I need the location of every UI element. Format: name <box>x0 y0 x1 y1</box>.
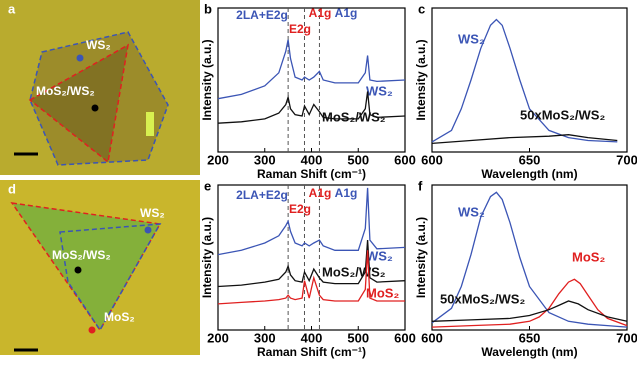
spectrum-line <box>217 91 406 124</box>
micrograph-d: d WS₂ MoS₂/WS₂ MoS₂ <box>0 180 200 355</box>
micrograph-a: a WS₂ MoS₂/WS₂ <box>0 0 200 175</box>
x-tick-label: 400 <box>301 330 323 345</box>
region-label: MoS₂/WS₂ <box>36 84 95 98</box>
x-axis-title: Raman Shift (cm⁻¹) <box>257 167 366 181</box>
series-label: WS₂ <box>458 31 485 46</box>
panel-label: e <box>204 178 211 193</box>
region-label: WS₂ <box>140 206 165 220</box>
x-tick-label: 200 <box>207 152 229 167</box>
series-label: MoS₂ <box>572 249 605 264</box>
x-tick-label: 400 <box>301 152 323 167</box>
x-tick-label: 600 <box>394 152 416 167</box>
peak-annotation: A1g <box>309 6 332 20</box>
series-label: MoS₂/WS₂ <box>322 109 386 124</box>
peak-annotation: E2g <box>289 202 311 216</box>
region-label: MoS₂ <box>104 310 135 324</box>
x-tick-label: 650 <box>519 152 541 167</box>
panel-label: d <box>8 181 16 196</box>
x-tick-label: 500 <box>347 330 369 345</box>
series-label: MoS₂ <box>366 285 399 300</box>
spectrum-line <box>431 300 628 322</box>
series-label: 50xMoS₂/WS₂ <box>440 291 525 306</box>
x-tick-label: 700 <box>616 152 637 167</box>
y-axis-title: Intensity (a.u.) <box>414 39 428 120</box>
x-axis-title: Wavelength (nm) <box>481 167 577 181</box>
y-axis-title: Intensity (a.u.) <box>414 217 428 298</box>
peak-annotation: 2LA+E2g <box>236 188 288 202</box>
x-tick-label: 600 <box>421 330 443 345</box>
peak-annotation: A1g <box>335 186 358 200</box>
panel-label: f <box>418 178 423 193</box>
panel-label: b <box>204 1 212 16</box>
peak-annotation: A1g <box>309 186 332 200</box>
spectrum-line <box>431 278 628 328</box>
spectrum-line <box>217 39 406 100</box>
panel-label: a <box>8 1 16 16</box>
x-tick-label: 600 <box>394 330 416 345</box>
spectrum-line <box>217 187 406 256</box>
spectrum-line <box>217 240 406 288</box>
series-label: 50xMoS₂/WS₂ <box>520 107 605 122</box>
spectrum-line <box>431 191 628 328</box>
spectrum-line <box>431 134 618 145</box>
panel-label: c <box>418 1 425 16</box>
x-axis-title: Raman Shift (cm⁻¹) <box>257 345 366 359</box>
peak-annotation: 2LA+E2g <box>236 8 288 22</box>
x-tick-label: 500 <box>347 152 369 167</box>
plot-frame <box>217 7 406 153</box>
y-axis-title: Intensity (a.u.) <box>200 39 214 120</box>
plot-frame <box>431 7 628 153</box>
peak-annotation: A1g <box>335 6 358 20</box>
x-tick-label: 300 <box>254 330 276 345</box>
spectrum-line <box>217 250 405 305</box>
peak-annotation: E2g <box>289 22 311 36</box>
x-tick-label: 200 <box>207 330 229 345</box>
region-label: WS₂ <box>86 38 111 52</box>
series-label: WS₂ <box>458 204 485 219</box>
region-label: MoS₂/WS₂ <box>52 248 111 262</box>
x-tick-label: 700 <box>616 330 637 345</box>
x-tick-label: 600 <box>421 152 443 167</box>
y-axis-title: Intensity (a.u.) <box>200 217 214 298</box>
x-axis-title: Wavelength (nm) <box>481 345 577 359</box>
series-label: WS₂ <box>366 248 393 263</box>
x-tick-label: 300 <box>254 152 276 167</box>
series-label: MoS₂/WS₂ <box>322 264 386 279</box>
series-label: WS₂ <box>366 83 393 98</box>
x-tick-label: 650 <box>519 330 541 345</box>
